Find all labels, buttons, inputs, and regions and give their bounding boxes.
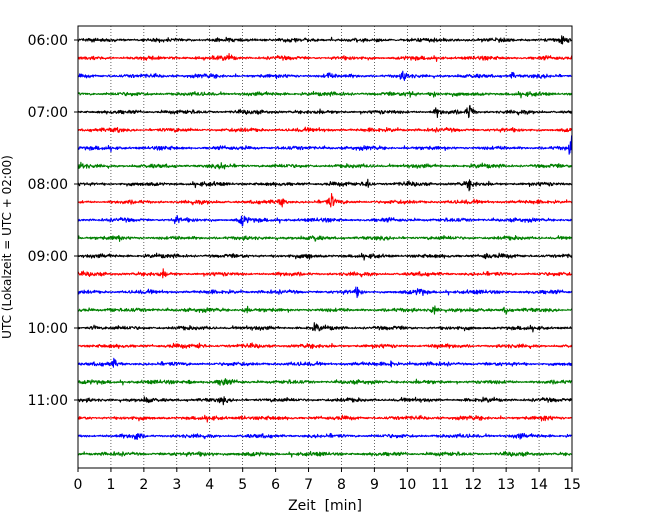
y-tick-label-3: 09:00 bbox=[28, 249, 68, 265]
plot-frame bbox=[77, 25, 573, 469]
x-axis-label: Zeit [min] bbox=[288, 498, 362, 514]
y-tick-label-5: 11:00 bbox=[28, 393, 68, 409]
trace-0815 bbox=[77, 192, 573, 208]
x-tick-label-10: 10 bbox=[398, 477, 416, 493]
trace-1030 bbox=[77, 357, 573, 368]
trace-1045 bbox=[77, 378, 573, 386]
x-tick-label-1: 1 bbox=[106, 477, 115, 493]
trace-1100 bbox=[77, 396, 573, 406]
x-axis-ticks: 0 1 2 3 4 5 6 7 8 9 10 11 12 13 14 15 bbox=[74, 468, 581, 493]
x-tick-label-12: 12 bbox=[464, 477, 482, 493]
plot-background bbox=[78, 26, 572, 468]
y-tick-label-0: 06:00 bbox=[28, 33, 68, 49]
trace-0930 bbox=[77, 286, 573, 299]
trace-0745 bbox=[77, 161, 573, 170]
trace-1115 bbox=[77, 414, 573, 423]
x-tick-label-11: 11 bbox=[431, 477, 449, 493]
y-tick-label-1: 07:00 bbox=[28, 105, 68, 121]
trace-0615 bbox=[77, 52, 573, 62]
trace-1015 bbox=[77, 342, 573, 350]
x-tick-label-0: 0 bbox=[74, 477, 83, 493]
trace-0900 bbox=[77, 252, 573, 261]
trace-0730 bbox=[77, 135, 573, 155]
x-tick-label-3: 3 bbox=[172, 477, 181, 493]
trace-0830 bbox=[77, 215, 573, 227]
x-tick-label-15: 15 bbox=[563, 477, 581, 493]
x-tick-label-5: 5 bbox=[238, 477, 247, 493]
x-tick-label-13: 13 bbox=[497, 477, 515, 493]
trace-0700 bbox=[77, 104, 573, 119]
x-tick-label-6: 6 bbox=[271, 477, 280, 493]
trace-0715 bbox=[77, 126, 573, 133]
trace-1130 bbox=[77, 432, 573, 440]
trace-0800 bbox=[77, 178, 573, 192]
seismic-traces bbox=[77, 35, 573, 458]
trace-0945 bbox=[77, 305, 573, 315]
x-tick-label-7: 7 bbox=[304, 477, 313, 493]
x-tick-label-8: 8 bbox=[337, 477, 346, 493]
y-tick-label-4: 10:00 bbox=[28, 321, 68, 337]
y-axis-ticks: 06:00 07:00 08:00 09:00 10:00 11:00 bbox=[28, 33, 78, 409]
x-tick-label-14: 14 bbox=[530, 477, 548, 493]
trace-0630 bbox=[77, 70, 573, 82]
trace-0600 bbox=[77, 35, 573, 45]
y-axis-label: UTC (Lokalzeit = UTC + 02:00) bbox=[0, 155, 14, 339]
x-tick-label-9: 9 bbox=[370, 477, 379, 493]
trace-1000 bbox=[77, 322, 573, 333]
trace-0645 bbox=[77, 90, 573, 99]
y-tick-label-2: 08:00 bbox=[28, 177, 68, 193]
trace-0915 bbox=[77, 268, 573, 279]
trace-0845 bbox=[77, 234, 573, 242]
x-tick-label-4: 4 bbox=[205, 477, 214, 493]
x-tick-label-2: 2 bbox=[139, 477, 148, 493]
trace-1145 bbox=[77, 450, 573, 458]
